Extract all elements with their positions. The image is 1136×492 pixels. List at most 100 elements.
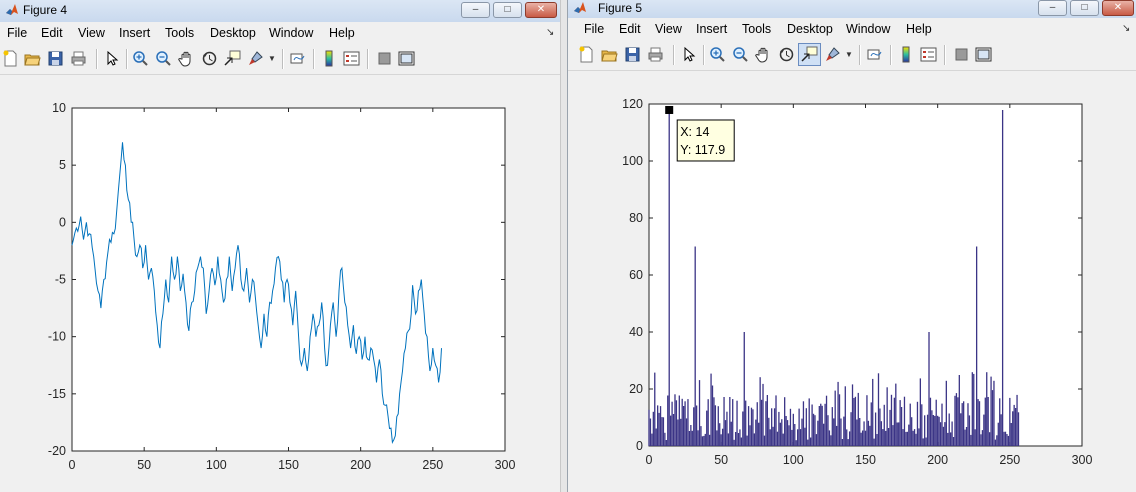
bar[interactable] (885, 430, 887, 446)
bar[interactable] (925, 437, 927, 447)
bar[interactable] (704, 433, 706, 446)
bar[interactable] (773, 408, 776, 446)
bar[interactable] (835, 425, 838, 446)
bar[interactable] (784, 397, 786, 446)
bar[interactable] (971, 372, 973, 446)
figure-4-titlebar[interactable]: Figure 4 – □ ✕ (0, 0, 560, 23)
bar[interactable] (1003, 431, 1005, 446)
insert-legend-icon[interactable] (343, 50, 360, 67)
bar[interactable] (768, 417, 770, 446)
bar[interactable] (797, 429, 799, 446)
bar[interactable] (877, 373, 880, 446)
bar[interactable] (707, 399, 709, 446)
menu-edit[interactable]: Edit (41, 26, 63, 40)
bar[interactable] (1014, 408, 1017, 446)
bar[interactable] (763, 435, 766, 446)
bar[interactable] (893, 397, 896, 446)
bar[interactable] (779, 422, 781, 446)
bar[interactable] (880, 421, 883, 446)
bar[interactable] (657, 405, 659, 446)
bar[interactable] (922, 438, 924, 446)
bar[interactable] (724, 420, 727, 446)
menu-tools[interactable]: Tools (165, 26, 195, 40)
bar[interactable] (685, 418, 688, 446)
bar[interactable] (887, 428, 890, 446)
new-figure-icon[interactable] (578, 46, 595, 63)
bar[interactable] (958, 375, 960, 446)
new-figure-icon[interactable] (2, 50, 19, 67)
bar[interactable] (1000, 414, 1002, 446)
bar[interactable] (742, 411, 744, 447)
bar[interactable] (870, 402, 872, 446)
bar[interactable] (981, 430, 984, 446)
bar[interactable] (688, 431, 691, 446)
zoom-in-icon[interactable] (709, 46, 726, 63)
bar[interactable] (703, 435, 705, 446)
bar[interactable] (841, 439, 844, 446)
bar[interactable] (866, 395, 868, 446)
bar[interactable] (895, 383, 897, 446)
bar[interactable] (926, 414, 929, 446)
bar[interactable] (967, 403, 969, 446)
bar[interactable] (860, 432, 862, 446)
bar[interactable] (991, 390, 994, 446)
hide-plot-tools-icon[interactable] (953, 46, 970, 63)
insert-colorbar-icon[interactable] (321, 50, 338, 67)
bar[interactable] (729, 397, 731, 446)
bar[interactable] (794, 424, 796, 446)
bar[interactable] (677, 419, 679, 447)
bar[interactable] (902, 429, 904, 446)
bar[interactable] (815, 434, 818, 446)
bar[interactable] (817, 420, 819, 446)
bar[interactable] (733, 439, 735, 446)
bar[interactable] (821, 405, 823, 446)
bar[interactable] (759, 377, 761, 446)
bar[interactable] (934, 415, 936, 446)
bar[interactable] (828, 430, 831, 446)
bar[interactable] (804, 427, 806, 446)
bar[interactable] (975, 246, 978, 447)
bar[interactable] (753, 433, 756, 446)
bar[interactable] (950, 432, 952, 446)
bar[interactable] (928, 332, 930, 446)
bar[interactable] (974, 429, 976, 446)
bar[interactable] (655, 428, 657, 447)
bar[interactable] (955, 393, 958, 446)
select-arrow-icon[interactable] (103, 50, 120, 67)
menu-file[interactable]: File (584, 22, 605, 36)
bar[interactable] (672, 414, 675, 446)
bar[interactable] (1017, 412, 1020, 446)
bar[interactable] (947, 432, 949, 446)
menu-insert[interactable]: Insert (696, 22, 728, 36)
bar[interactable] (651, 433, 653, 446)
bar[interactable] (848, 431, 851, 446)
bar[interactable] (874, 412, 877, 447)
bar[interactable] (822, 423, 825, 446)
bar[interactable] (786, 420, 789, 446)
bar[interactable] (980, 434, 982, 446)
bar[interactable] (799, 429, 802, 446)
bar[interactable] (682, 406, 685, 446)
bar[interactable] (700, 426, 702, 446)
bar[interactable] (714, 405, 717, 446)
bar[interactable] (872, 378, 874, 446)
plot-area[interactable] (72, 108, 505, 451)
rotate-3d-icon[interactable] (778, 46, 795, 63)
bar[interactable] (818, 406, 820, 446)
bar[interactable] (720, 434, 722, 446)
bar[interactable] (687, 399, 689, 446)
menu-tools[interactable]: Tools (742, 22, 772, 36)
bar[interactable] (752, 409, 754, 446)
menu-window[interactable]: Window (846, 22, 891, 36)
bar[interactable] (771, 408, 773, 446)
bar[interactable] (717, 406, 719, 446)
menu-desktop[interactable]: Desktop (210, 26, 256, 40)
bar[interactable] (847, 439, 849, 446)
bar[interactable] (726, 411, 728, 446)
bar[interactable] (805, 408, 807, 446)
maximize-button[interactable]: □ (1070, 0, 1099, 16)
bar[interactable] (776, 431, 779, 446)
bar[interactable] (680, 418, 682, 446)
bar[interactable] (935, 399, 937, 446)
show-plot-tools-icon[interactable] (975, 46, 992, 63)
